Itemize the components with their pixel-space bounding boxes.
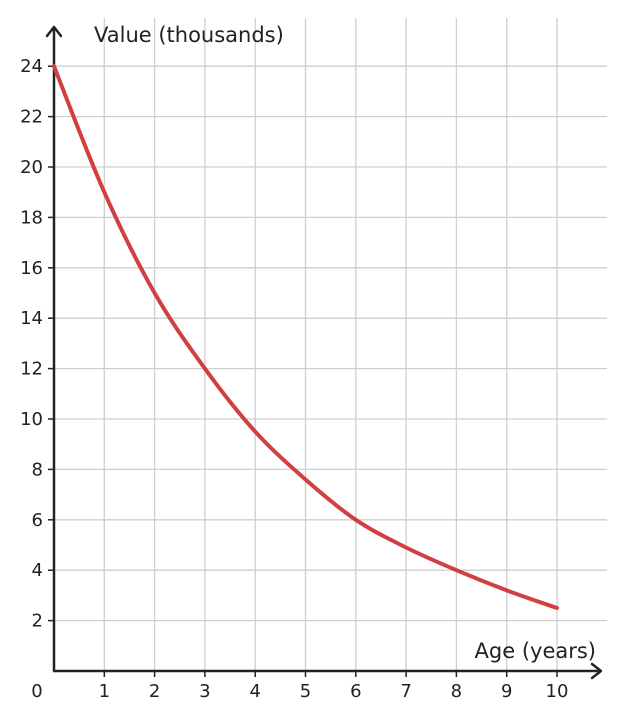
x-tick-label: 3: [199, 681, 210, 702]
x-tick-label: 6: [350, 681, 361, 702]
grid: [54, 18, 607, 671]
y-tick-label: 6: [32, 510, 43, 531]
y-tick-label: 10: [20, 409, 43, 430]
x-tick-label: 8: [451, 681, 462, 702]
x-axis-arrow: [590, 662, 603, 680]
y-tick-label: 4: [32, 560, 43, 581]
y-tick-label: 14: [20, 308, 43, 329]
ticks: [48, 65, 558, 677]
y-tick-label: 22: [20, 107, 43, 128]
y-axis-arrow: [45, 25, 63, 38]
y-tick-label: 16: [20, 258, 43, 279]
x-tick-label: 7: [400, 681, 411, 702]
origin-label: 0: [31, 681, 42, 702]
y-tick-label: 12: [20, 359, 43, 380]
y-tick-label: 18: [20, 207, 43, 228]
y-axis: [45, 25, 63, 671]
y-tick-label: 24: [20, 56, 43, 77]
series-line: [52, 64, 559, 610]
x-axis-title: Age (years): [475, 639, 596, 663]
y-tick-label: 20: [20, 157, 43, 178]
x-axis: [53, 662, 603, 680]
series-group: [52, 64, 559, 610]
y-tick-label: 2: [32, 611, 43, 632]
x-tick-label: 4: [249, 681, 260, 702]
x-tick-label: 9: [501, 681, 512, 702]
x-tick-label: 5: [300, 681, 311, 702]
y-axis-title: Value (thousands): [94, 23, 284, 47]
x-tick-label: 10: [546, 681, 569, 702]
x-tick-label: 1: [99, 681, 110, 702]
y-tick-label: 8: [32, 459, 43, 480]
x-tick-label: 2: [149, 681, 160, 702]
